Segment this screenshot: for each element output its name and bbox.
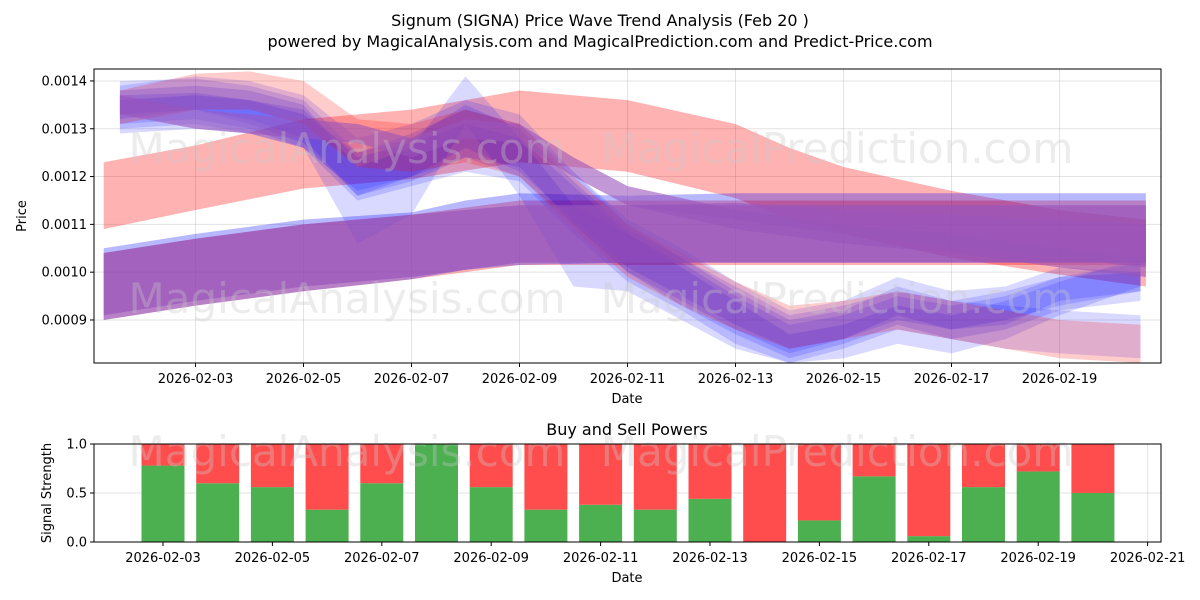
- price-x-tick-label: 2026-02-15: [806, 372, 882, 387]
- price-x-tick-label: 2026-02-19: [1022, 372, 1098, 387]
- sell-bar: [743, 444, 787, 542]
- watermark-prediction-2: MagicalPrediction.com: [601, 274, 1074, 323]
- price-x-tick-label: 2026-02-03: [158, 372, 234, 387]
- power-y-tick-label: 1.0: [66, 438, 87, 453]
- price-x-tick-label: 2026-02-09: [482, 372, 558, 387]
- buy-bar: [305, 509, 349, 542]
- band-wave-5: [119, 95, 1141, 349]
- buy-bar: [250, 487, 294, 542]
- watermark-analysis: MagicalAnalysis.com: [129, 124, 566, 173]
- price-bands: [103, 71, 1146, 364]
- sell-bar: [469, 444, 513, 488]
- sell-bar: [524, 444, 568, 510]
- buy-bar: [360, 483, 404, 542]
- power-x-tick-label: 2026-02-11: [563, 551, 639, 566]
- power-ticks: 2026-02-03 2026-02-05 2026-02-07 2026-02-09…: [66, 438, 1185, 567]
- price-y-tick-label: 0.0012: [42, 170, 88, 185]
- power-x-tick-label: 2026-02-05: [235, 551, 311, 566]
- buy-bar: [579, 504, 623, 542]
- price-x-label: Date: [611, 392, 642, 407]
- band-purple-wedge: [627, 202, 1146, 268]
- price-y-tick-label: 0.0011: [42, 218, 88, 233]
- sell-bar: [305, 444, 349, 510]
- price-x-tick-label: 2026-02-05: [266, 372, 342, 387]
- watermark-prediction: MagicalPrediction.com: [601, 124, 1074, 173]
- buy-bar: [524, 509, 568, 542]
- buy-bar: [633, 509, 677, 542]
- band-wave-3: [119, 78, 1141, 359]
- sell-bar: [250, 444, 294, 488]
- sell-bar: [852, 444, 896, 477]
- power-y-label: Signal Strength: [40, 443, 55, 543]
- power-x-tick-label: 2026-02-21: [1110, 551, 1186, 566]
- price-x-tick-label: 2026-02-13: [698, 372, 774, 387]
- buy-bar: [141, 465, 185, 542]
- buy-bar: [1016, 471, 1060, 542]
- sell-bar: [196, 444, 240, 484]
- sell-bar: [962, 444, 1005, 488]
- buy-bar: [688, 498, 732, 542]
- buy-bar: [962, 487, 1005, 542]
- price-ticks: 2026-02-03 2026-02-05 2026-02-07 2026-02-09…: [42, 74, 1098, 387]
- power-x-tick-label: 2026-02-09: [453, 551, 529, 566]
- price-panel: MagicalAnalysis.com MagicalPrediction.co…: [15, 68, 1162, 407]
- power-title: Buy and Sell Powers: [546, 420, 708, 439]
- price-y-tick-label: 0.0009: [42, 313, 88, 328]
- price-y-label: Price: [15, 200, 30, 232]
- buy-bar: [1071, 493, 1115, 542]
- chart-subtitle: powered by MagicalAnalysis.com and Magic…: [267, 32, 932, 51]
- power-x-tick-label: 2026-02-19: [1000, 551, 1076, 566]
- price-y-tick-label: 0.0010: [42, 266, 88, 281]
- buy-bar: [907, 536, 951, 542]
- price-y-tick-label: 0.0014: [42, 74, 88, 89]
- price-x-tick-label: 2026-02-11: [590, 372, 666, 387]
- power-x-tick-label: 2026-02-17: [891, 551, 967, 566]
- power-x-tick-label: 2026-02-03: [125, 551, 201, 566]
- buy-bar: [469, 487, 513, 542]
- price-watermarks: MagicalAnalysis.com MagicalPrediction.co…: [129, 124, 1074, 323]
- buy-bar: [797, 520, 841, 542]
- watermark-prediction-3: MagicalPrediction.com: [601, 427, 1074, 476]
- sell-bar: [360, 444, 404, 484]
- power-x-label: Date: [611, 571, 642, 586]
- sell-bar: [141, 444, 185, 466]
- power-y-tick-label: 0.5: [66, 487, 87, 502]
- sell-bar: [907, 444, 951, 537]
- band-wave-2: [119, 92, 1141, 364]
- price-x-tick-label: 2026-02-07: [374, 372, 450, 387]
- price-y-tick-label: 0.0013: [42, 122, 88, 137]
- watermark-analysis-2: MagicalAnalysis.com: [129, 274, 566, 323]
- buy-bar: [852, 476, 896, 542]
- watermark-analysis-3: MagicalAnalysis.com: [129, 427, 566, 476]
- power-y-tick-label: 0.0: [66, 536, 87, 551]
- chart-title: Signum (SIGNA) Price Wave Trend Analysis…: [391, 11, 809, 30]
- band-wave-4: [119, 76, 1141, 363]
- sell-bar: [797, 444, 841, 521]
- power-x-tick-label: 2026-02-13: [672, 551, 748, 566]
- power-watermarks: MagicalAnalysis.com MagicalPrediction.co…: [129, 427, 1074, 476]
- sell-bar: [1071, 444, 1115, 493]
- sell-bar: [688, 444, 732, 499]
- power-x-tick-label: 2026-02-07: [344, 551, 420, 566]
- price-x-tick-label: 2026-02-17: [914, 372, 990, 387]
- power-panel: Buy and Sell Powers MagicalAnalysis.com …: [40, 420, 1185, 586]
- power-x-tick-label: 2026-02-15: [782, 551, 858, 566]
- power-bars: [141, 444, 1115, 542]
- buy-bar: [415, 444, 458, 542]
- sell-bar: [633, 444, 677, 510]
- buy-bar: [196, 483, 240, 542]
- sell-bar: [1016, 444, 1060, 472]
- sell-bar: [579, 444, 623, 505]
